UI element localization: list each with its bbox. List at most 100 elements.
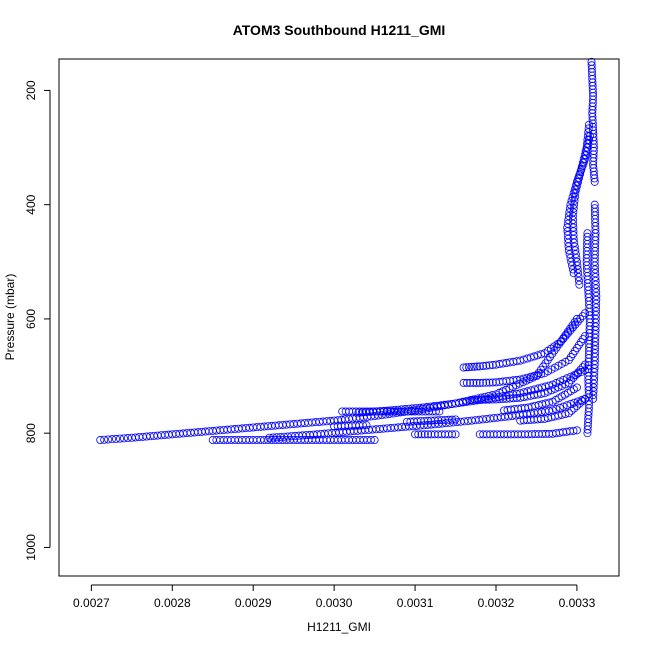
data-point bbox=[578, 158, 587, 167]
data-point bbox=[108, 435, 117, 444]
data-point bbox=[574, 273, 583, 282]
data-point bbox=[592, 303, 601, 312]
data-point bbox=[583, 429, 592, 438]
data-point bbox=[479, 378, 488, 387]
data-point bbox=[569, 269, 578, 278]
data-point bbox=[574, 276, 583, 285]
data-point bbox=[451, 415, 460, 424]
data-point bbox=[570, 242, 579, 251]
x-tick-label: 0.0027 bbox=[73, 596, 110, 610]
data-point bbox=[557, 381, 566, 390]
data-point bbox=[466, 378, 475, 387]
data-point bbox=[581, 394, 590, 403]
data-point bbox=[565, 204, 574, 213]
data-point bbox=[469, 378, 478, 387]
data-point bbox=[583, 132, 592, 141]
y-axis: 200 400 600 800 1000 bbox=[24, 80, 51, 561]
data-point bbox=[592, 292, 601, 301]
data-point bbox=[569, 227, 578, 236]
data-point bbox=[568, 265, 577, 274]
plot-frame bbox=[58, 58, 620, 577]
data-point bbox=[123, 434, 132, 443]
data-point bbox=[563, 374, 572, 383]
data-point bbox=[563, 227, 572, 236]
data-point bbox=[567, 406, 576, 415]
data-point bbox=[571, 320, 580, 329]
data-point bbox=[591, 341, 600, 350]
data-point bbox=[435, 407, 444, 416]
data-point bbox=[585, 132, 594, 141]
data-point bbox=[590, 364, 599, 373]
data-point bbox=[573, 317, 582, 326]
data-point bbox=[459, 363, 468, 372]
data-point bbox=[472, 378, 481, 387]
data-point bbox=[585, 135, 594, 144]
chart-title: ATOM3 Southbound H1211_GMI bbox=[233, 22, 446, 38]
data-point bbox=[591, 318, 600, 327]
data-point bbox=[544, 387, 553, 396]
data-point bbox=[564, 212, 573, 221]
data-point bbox=[583, 425, 592, 434]
data-point bbox=[420, 430, 429, 439]
data-point bbox=[591, 337, 600, 346]
x-axis-label: H1211_GMI bbox=[307, 620, 371, 634]
x-tick-label: 0.0031 bbox=[397, 596, 434, 610]
data-point bbox=[485, 378, 494, 387]
data-point bbox=[581, 309, 590, 318]
data-point bbox=[589, 379, 598, 388]
data-point bbox=[571, 181, 580, 190]
data-point bbox=[563, 231, 572, 240]
data-point bbox=[578, 397, 587, 406]
data-point bbox=[592, 299, 601, 308]
data-point bbox=[572, 177, 581, 186]
data-point bbox=[572, 383, 581, 392]
data-point bbox=[431, 407, 440, 416]
data-point bbox=[589, 394, 598, 403]
data-point bbox=[564, 234, 573, 243]
data-point bbox=[575, 174, 584, 183]
data-point bbox=[590, 257, 599, 266]
data-point bbox=[568, 193, 577, 202]
data-point bbox=[565, 208, 574, 217]
data-point bbox=[448, 415, 457, 424]
data-point bbox=[448, 430, 457, 439]
x-tick-label: 0.0032 bbox=[478, 596, 515, 610]
y-tick-label: 200 bbox=[24, 80, 38, 100]
data-point bbox=[561, 380, 570, 389]
data-point bbox=[488, 378, 497, 387]
data-point bbox=[583, 143, 592, 152]
data-point bbox=[569, 189, 578, 198]
data-point bbox=[582, 147, 591, 156]
data-point bbox=[411, 430, 420, 439]
data-point bbox=[589, 383, 598, 392]
data-point bbox=[578, 312, 587, 321]
data-point bbox=[584, 124, 593, 133]
data-point bbox=[589, 387, 598, 396]
data-point bbox=[482, 378, 491, 387]
data-point bbox=[591, 284, 600, 293]
data-point bbox=[563, 219, 572, 228]
data-point bbox=[590, 356, 599, 365]
y-axis-label: Pressure (mbar) bbox=[3, 274, 17, 361]
data-point bbox=[585, 120, 594, 129]
data-point bbox=[569, 223, 578, 232]
data-point bbox=[591, 314, 600, 323]
data-point bbox=[475, 362, 484, 371]
data-point bbox=[574, 368, 583, 377]
data-point bbox=[541, 382, 550, 391]
data-point bbox=[564, 242, 573, 251]
data-point bbox=[564, 246, 573, 255]
data-point bbox=[569, 231, 578, 240]
data-point bbox=[462, 378, 471, 387]
data-point bbox=[559, 334, 568, 343]
data-point bbox=[540, 389, 549, 398]
data-point bbox=[572, 402, 581, 411]
data-point bbox=[358, 421, 367, 430]
data-point bbox=[485, 361, 494, 370]
data-point bbox=[570, 404, 579, 413]
data-point bbox=[537, 350, 546, 359]
data-point bbox=[591, 326, 600, 335]
x-axis: 0.0027 0.0028 0.0029 0.0030 0.0031 0.0032 0.00… bbox=[73, 584, 596, 610]
data-point bbox=[591, 273, 600, 282]
data-point bbox=[590, 368, 599, 377]
